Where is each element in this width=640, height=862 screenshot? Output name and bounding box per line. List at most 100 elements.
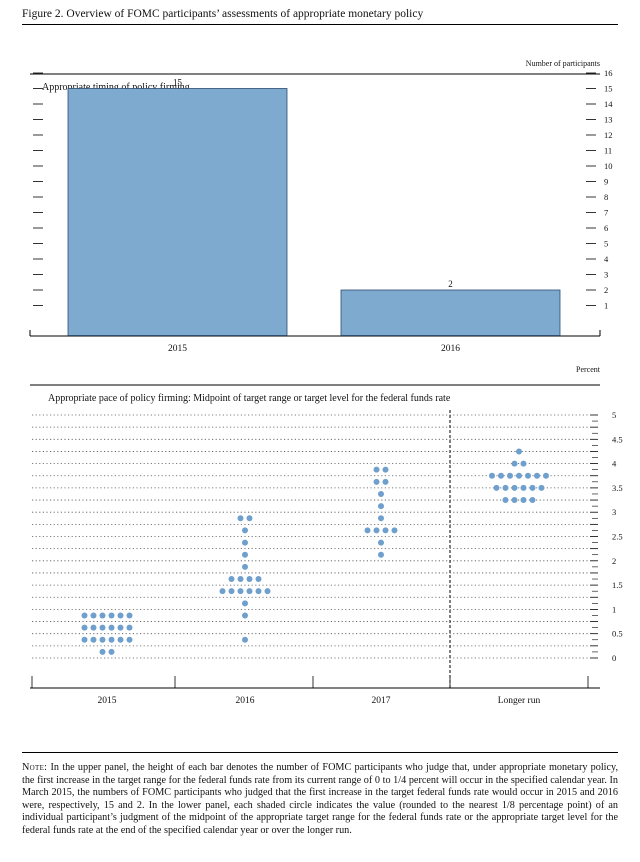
participant-dot <box>126 624 133 631</box>
y-tick-label: 1 <box>612 604 616 614</box>
participant-dot <box>511 497 518 504</box>
participant-dot <box>126 612 133 619</box>
participant-dot <box>90 612 97 619</box>
participant-dot <box>378 490 384 497</box>
participant-dot <box>373 466 380 473</box>
participant-dot <box>382 478 389 485</box>
participant-dot <box>520 484 527 491</box>
participant-dot <box>378 551 384 558</box>
x-category-label: 2016 <box>236 696 255 706</box>
participant-dot <box>520 497 527 504</box>
y-tick-label: 3 <box>612 507 616 517</box>
participant-dot <box>108 636 115 643</box>
participant-dot <box>237 576 244 583</box>
participant-dot <box>511 484 518 491</box>
top-y-tick-label: 14 <box>604 99 613 109</box>
y-tick-label: 2 <box>612 556 616 566</box>
participant-dot <box>264 588 271 595</box>
participant-dot <box>246 515 253 522</box>
participant-dot <box>81 636 88 643</box>
top-y-tick-label: 5 <box>604 239 608 249</box>
participant-dot <box>378 515 384 522</box>
participant-dot <box>99 624 106 631</box>
x-category-label: 2015 <box>168 344 187 354</box>
footnote: Note: In the upper panel, the height of … <box>22 762 618 838</box>
participant-dot <box>520 460 527 467</box>
top-y-tick-label: 16 <box>604 68 613 78</box>
participant-dot <box>538 484 545 491</box>
top-y-tick-label: 4 <box>604 254 609 264</box>
participant-dot <box>246 576 253 583</box>
bar-2015 <box>67 88 288 336</box>
participant-dot <box>493 484 500 491</box>
participant-dot <box>511 460 518 467</box>
participant-dot <box>246 588 253 595</box>
y-tick-label: 1.5 <box>612 580 623 590</box>
top-y-tick-label: 2 <box>604 285 608 295</box>
y-tick-label: 5 <box>612 410 616 420</box>
participant-dot <box>543 472 549 479</box>
x-category-label: 2015 <box>98 696 117 706</box>
participant-dot <box>242 551 248 558</box>
top-y-tick-label: 10 <box>604 161 613 171</box>
top-chart-title: Appropriate timing of policy firming <box>42 82 190 93</box>
participant-dot <box>498 472 504 479</box>
participant-dot <box>364 527 371 534</box>
participant-dot <box>382 527 389 534</box>
participant-dot <box>373 527 380 534</box>
top-y-tick-label: 13 <box>604 115 613 125</box>
participant-dot <box>242 539 248 546</box>
bar-value-label: 15 <box>173 78 183 88</box>
title-rule <box>22 24 618 25</box>
participant-dot <box>242 563 248 570</box>
participant-dot <box>99 636 106 643</box>
top-y-tick-label: 12 <box>604 130 613 140</box>
participant-dot <box>525 472 531 479</box>
bar-value-label: 2 <box>448 279 453 289</box>
participant-dot <box>117 624 124 631</box>
top-y-tick-label: 3 <box>604 270 608 280</box>
participant-dot <box>117 612 124 619</box>
participant-dot <box>378 539 384 546</box>
participant-dot <box>108 612 115 619</box>
participant-dot <box>242 636 248 643</box>
participant-dot <box>507 472 513 479</box>
participant-dot <box>502 484 509 491</box>
participant-dot <box>534 472 540 479</box>
participant-dot <box>90 636 97 643</box>
participant-dot <box>378 503 384 510</box>
participant-dot <box>242 600 248 607</box>
bottom-chart-title: Appropriate pace of policy firming: Midp… <box>48 393 451 404</box>
participant-dot <box>237 588 244 595</box>
participant-dot <box>219 588 226 595</box>
y-tick-label: 4 <box>612 459 617 469</box>
participant-dot <box>108 648 115 655</box>
participant-dot <box>81 612 88 619</box>
top-y-tick-label: 9 <box>604 177 608 187</box>
participant-dot <box>126 636 133 643</box>
fomc-charts: Number of participants Appropriate timin… <box>29 59 623 706</box>
note-body: In the upper panel, the height of each b… <box>22 762 619 836</box>
y-tick-label: 4.5 <box>612 434 623 444</box>
participant-dot <box>99 612 106 619</box>
participant-dot <box>242 527 248 534</box>
note-rule <box>22 752 618 753</box>
participant-dot <box>237 515 244 522</box>
participant-dot <box>382 466 389 473</box>
bottom-axis-unit: Percent <box>576 365 601 374</box>
participant-dot <box>373 478 380 485</box>
top-y-tick-label: 6 <box>604 223 608 233</box>
participant-dot <box>117 636 124 643</box>
top-y-tick-label: 8 <box>604 192 608 202</box>
top-y-tick-label: 11 <box>604 146 612 156</box>
top-y-tick-label: 7 <box>604 208 608 218</box>
participant-dot <box>391 527 398 534</box>
x-category-label: 2017 <box>372 696 391 706</box>
bar-2016 <box>340 289 561 336</box>
participant-dot <box>99 648 106 655</box>
top-axis-unit: Number of participants <box>526 59 600 68</box>
participant-dot <box>489 472 495 479</box>
note-lead: Note: <box>22 762 48 773</box>
figure-title: Figure 2. Overview of FOMC participants’… <box>22 8 424 20</box>
y-tick-label: 2.5 <box>612 532 623 542</box>
